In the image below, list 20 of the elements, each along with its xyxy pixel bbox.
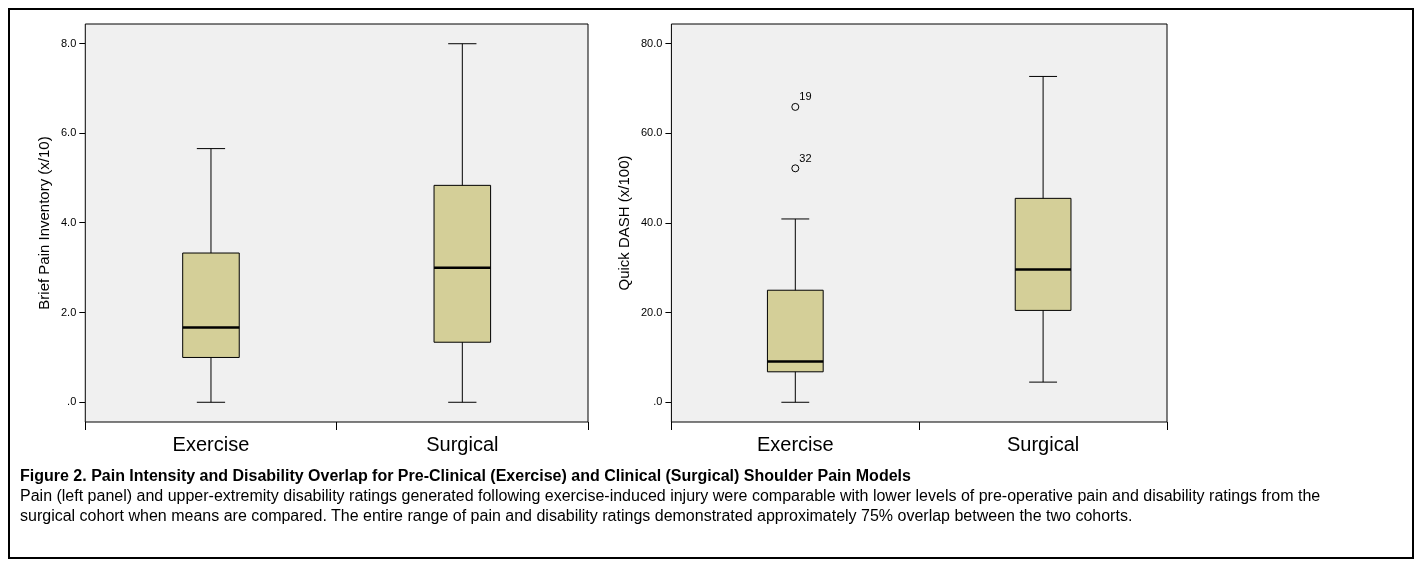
y-tick-label: 6.0 bbox=[60, 126, 77, 139]
y-axis-title: Brief Pain Inventory (x/10) bbox=[35, 136, 53, 310]
x-tick-label: Exercise bbox=[172, 432, 250, 455]
y-tick-label: 40.0 bbox=[640, 216, 663, 229]
annotation: 19 bbox=[799, 90, 812, 103]
y-tick-label: 2.0 bbox=[60, 305, 77, 318]
text: Pain (left panel) and upper-extremity disability ratings generated following exercise-induced injury were comparable with lower levels of pre-operative pain and disability ratings from the surgical cohort when means are compared. The entire range of pain and disability ratings demonstrated approximately 75% overlap between the two cohorts. bbox=[20, 486, 1322, 526]
annotation: 32 bbox=[799, 151, 812, 164]
text: Figure 2. Pain Intensity and Disability Overlap for Pre-Clinical (Exercise) and Clinical (Surgical) Shoulder Pain Models bbox=[20, 466, 912, 486]
y-axis-title: Quick DASH (x/100) bbox=[615, 155, 633, 291]
y-tick-label: 60.0 bbox=[640, 126, 663, 139]
y-tick-label: .0 bbox=[67, 395, 77, 408]
y-tick-label: 20.0 bbox=[640, 305, 663, 318]
y-tick-label: 80.0 bbox=[640, 36, 663, 49]
y-tick-label: 4.0 bbox=[60, 216, 77, 229]
x-tick-label: Surgical bbox=[1006, 432, 1080, 455]
x-tick-label: Exercise bbox=[756, 432, 834, 455]
y-tick-label: .0 bbox=[653, 395, 663, 408]
x-tick-label: Surgical bbox=[426, 432, 499, 455]
y-tick-label: 8.0 bbox=[60, 36, 77, 49]
